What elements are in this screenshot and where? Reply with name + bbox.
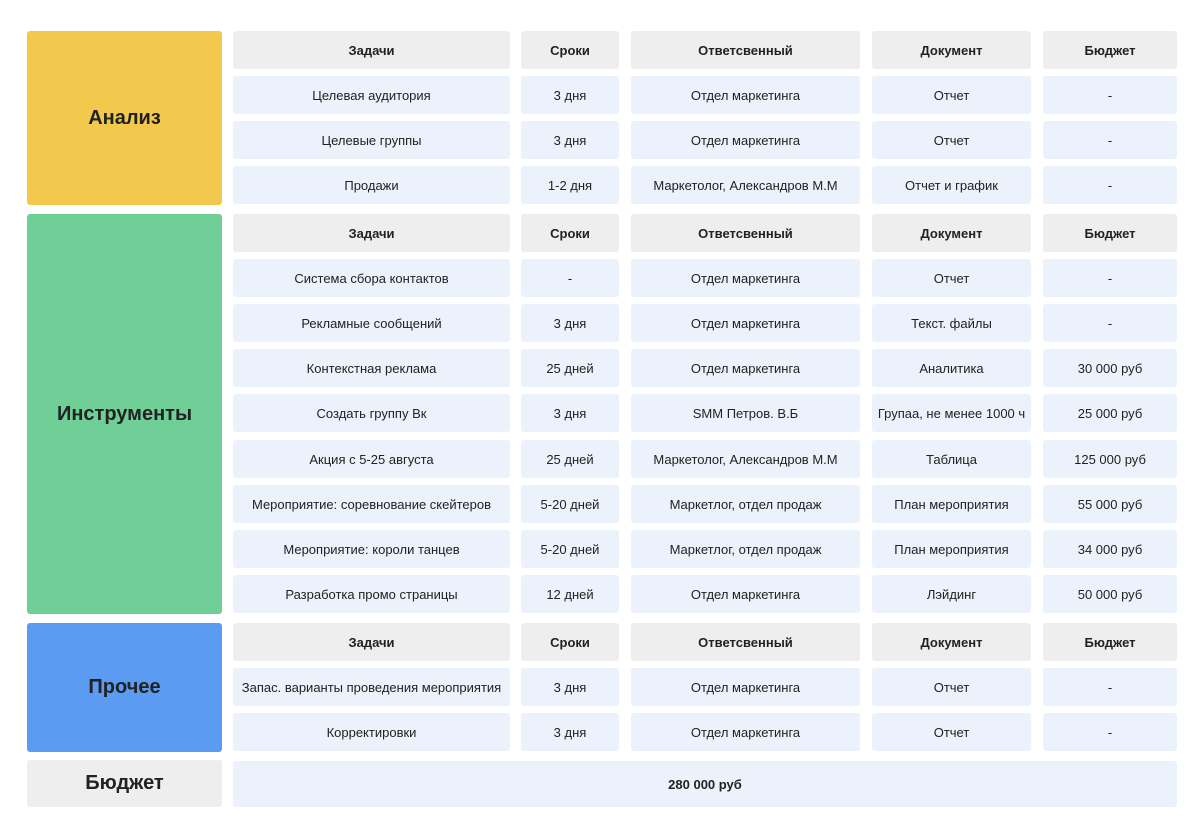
cell-document: План мероприятия — [872, 530, 1031, 568]
cell-owner: Отдел маркетинга — [631, 668, 860, 706]
cell-budget: - — [1043, 713, 1177, 751]
cell-budget: 50 000 руб — [1043, 575, 1177, 613]
column-header-budget: Бюджет — [1043, 623, 1177, 661]
cell-owner: Отдел маркетинга — [631, 304, 860, 342]
cell-task: Контекстная реклама — [233, 349, 510, 387]
cell-owner: Отдел маркетинга — [631, 575, 860, 613]
column-header-document: Документ — [872, 31, 1031, 69]
column-header-owner: Ответсвенный — [631, 623, 860, 661]
cell-budget: - — [1043, 304, 1177, 342]
cell-budget: 55 000 руб — [1043, 485, 1177, 523]
section-label: Прочее — [27, 623, 222, 752]
cell-owner: Маркетлог, отдел продаж — [631, 485, 860, 523]
column-header-document: Документ — [872, 623, 1031, 661]
column-header-task: Задачи — [233, 31, 510, 69]
cell-task: Мероприятие: короли танцев — [233, 530, 510, 568]
cell-document: Отчет и график — [872, 166, 1031, 204]
cell-budget: 34 000 руб — [1043, 530, 1177, 568]
section-label: Анализ — [27, 31, 222, 205]
cell-task: Создать группу Вк — [233, 394, 510, 432]
cell-term: - — [521, 259, 619, 297]
cell-owner: Отдел маркетинга — [631, 121, 860, 159]
column-header-term: Сроки — [521, 214, 619, 252]
cell-term: 1-2 дня — [521, 166, 619, 204]
cell-task: Рекламные сообщений — [233, 304, 510, 342]
cell-document: Отчет — [872, 121, 1031, 159]
cell-document: Отчет — [872, 668, 1031, 706]
cell-budget: - — [1043, 668, 1177, 706]
cell-task: Запас. варианты проведения мероприятия — [233, 668, 510, 706]
cell-document: План мероприятия — [872, 485, 1031, 523]
cell-document: Лэйдинг — [872, 575, 1031, 613]
cell-term: 3 дня — [521, 76, 619, 114]
cell-owner: Отдел маркетинга — [631, 259, 860, 297]
cell-owner: Маркетлог, отдел продаж — [631, 530, 860, 568]
cell-task: Мероприятие: соревнование скейтеров — [233, 485, 510, 523]
cell-document: Групаа, не менее 1000 ч — [872, 394, 1031, 432]
cell-task: Целевые группы — [233, 121, 510, 159]
cell-owner: Отдел маркетинга — [631, 76, 860, 114]
cell-document: Таблица — [872, 440, 1031, 478]
column-header-document: Документ — [872, 214, 1031, 252]
cell-owner: Маркетолог, Александров М.М — [631, 440, 860, 478]
column-header-owner: Ответсвенный — [631, 31, 860, 69]
cell-budget: 125 000 руб — [1043, 440, 1177, 478]
cell-document: Текст. файлы — [872, 304, 1031, 342]
cell-term: 25 дней — [521, 349, 619, 387]
cell-document: Отчет — [872, 713, 1031, 751]
cell-budget: 25 000 руб — [1043, 394, 1177, 432]
cell-budget: - — [1043, 259, 1177, 297]
column-header-term: Сроки — [521, 31, 619, 69]
total-value: 280 000 руб — [233, 761, 1177, 807]
cell-document: Отчет — [872, 76, 1031, 114]
cell-owner: Маркетолог, Александров М.М — [631, 166, 860, 204]
column-header-term: Сроки — [521, 623, 619, 661]
total-label: Бюджет — [27, 760, 222, 807]
cell-term: 3 дня — [521, 304, 619, 342]
cell-task: Система сбора контактов — [233, 259, 510, 297]
cell-task: Акция с 5-25 августа — [233, 440, 510, 478]
cell-budget: - — [1043, 121, 1177, 159]
cell-budget: 30 000 руб — [1043, 349, 1177, 387]
column-header-budget: Бюджет — [1043, 214, 1177, 252]
cell-budget: - — [1043, 76, 1177, 114]
cell-document: Аналитика — [872, 349, 1031, 387]
cell-owner: Отдел маркетинга — [631, 713, 860, 751]
cell-term: 3 дня — [521, 713, 619, 751]
cell-task: Продажи — [233, 166, 510, 204]
cell-term: 25 дней — [521, 440, 619, 478]
column-header-task: Задачи — [233, 214, 510, 252]
cell-term: 3 дня — [521, 121, 619, 159]
cell-document: Отчет — [872, 259, 1031, 297]
cell-term: 5-20 дней — [521, 530, 619, 568]
cell-budget: - — [1043, 166, 1177, 204]
cell-owner: Отдел маркетинга — [631, 349, 860, 387]
section-label: Инструменты — [27, 214, 222, 614]
column-header-owner: Ответсвенный — [631, 214, 860, 252]
cell-task: Корректировки — [233, 713, 510, 751]
cell-term: 3 дня — [521, 394, 619, 432]
cell-task: Целевая аудитория — [233, 76, 510, 114]
column-header-budget: Бюджет — [1043, 31, 1177, 69]
column-header-task: Задачи — [233, 623, 510, 661]
cell-term: 12 дней — [521, 575, 619, 613]
cell-owner: SMM Петров. В.Б — [631, 394, 860, 432]
cell-term: 5-20 дней — [521, 485, 619, 523]
cell-term: 3 дня — [521, 668, 619, 706]
cell-task: Разработка промо страницы — [233, 575, 510, 613]
